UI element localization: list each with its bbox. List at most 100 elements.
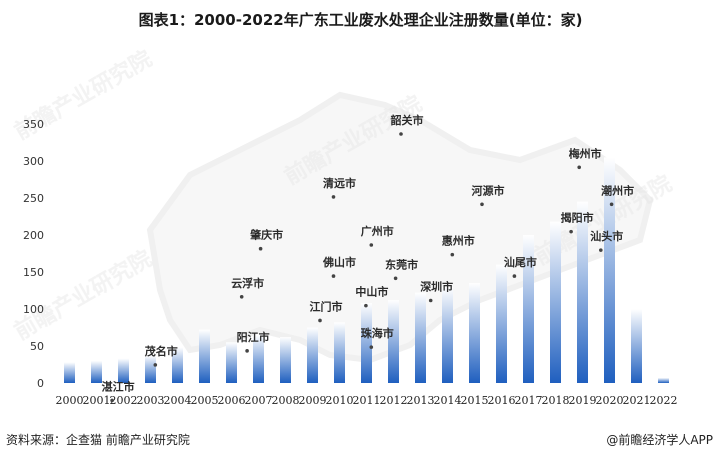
x-tick-label: 2016 (488, 394, 516, 407)
city-label: 湛江市 (102, 379, 135, 393)
city-dot (450, 252, 455, 257)
city-label: 佛山市 (322, 255, 356, 269)
x-tick-label: 2002 (110, 394, 138, 407)
city-label: 韶关市 (391, 113, 424, 127)
bar-2003 (145, 355, 156, 383)
city-label: 清远市 (323, 176, 356, 190)
bar-2011 (361, 303, 372, 383)
bar-2019 (577, 201, 588, 383)
city-dot (239, 295, 244, 299)
city-label: 汕头市 (590, 229, 623, 243)
city-dot (512, 274, 517, 278)
bar-2004 (172, 347, 183, 383)
city-dot (577, 165, 581, 170)
x-tick-label: 2003 (137, 394, 165, 407)
y-tick-label: 50 (30, 340, 44, 353)
city-dot (609, 202, 614, 207)
bar-2021 (631, 309, 642, 383)
y-tick-label: 0 (37, 377, 44, 390)
x-tick-label: 2009 (299, 394, 327, 407)
bar-2005 (199, 329, 210, 383)
y-tick-label: 300 (23, 155, 44, 168)
bar-2017 (523, 235, 534, 383)
city-dot (318, 318, 322, 323)
city-label: 珠海市 (361, 326, 394, 340)
bar-2001 (91, 360, 102, 383)
x-tick-label: 2006 (218, 394, 246, 407)
city-label: 潮州市 (601, 183, 634, 197)
city-label: 肇庆市 (249, 228, 283, 242)
bar-2010 (334, 322, 345, 383)
x-tick-label: 2005 (191, 394, 219, 407)
city-dot (331, 195, 336, 199)
city-label: 深圳市 (420, 280, 453, 294)
y-tick-label: 100 (23, 303, 44, 316)
city-dot (480, 202, 484, 207)
city-label: 惠州市 (442, 234, 475, 248)
x-tick-label: 2010 (326, 394, 354, 407)
x-tick-label: 2011 (353, 394, 381, 407)
city-label: 广州市 (361, 224, 394, 238)
city-label: 阳江市 (237, 330, 270, 344)
y-tick-label: 200 (23, 229, 44, 242)
bar-2015 (469, 283, 480, 383)
svg-text:前瞻产业研究院: 前瞻产业研究院 (10, 246, 156, 346)
y-tick-label: 250 (23, 192, 44, 205)
city-dot (245, 349, 249, 353)
x-tick-label: 2007 (245, 394, 273, 407)
city-dot (399, 132, 403, 136)
city-dot (331, 274, 336, 278)
x-tick-label: 2018 (542, 394, 570, 407)
x-tick-label: 2004 (164, 394, 192, 407)
city-dot (153, 363, 158, 367)
y-axis: 0 50 100 150 200 250 300 350 (23, 118, 44, 390)
city-dot (110, 398, 114, 403)
x-tick-label: 2022 (650, 394, 678, 407)
x-tick-label: 2014 (434, 394, 462, 407)
city-label: 云浮市 (231, 276, 264, 290)
bar-2006 (226, 342, 237, 383)
x-tick-label: 2019 (569, 394, 597, 407)
chart-title: 图表1：2000-2022年广东工业废水处理企业注册数量(单位：家) (138, 11, 583, 29)
bar-2009 (307, 327, 318, 383)
x-tick-label: 2013 (407, 394, 435, 407)
bar-2014 (442, 286, 453, 383)
city-label: 河源市 (472, 183, 505, 197)
bar-2007 (253, 334, 264, 383)
x-tick-label: 2001 (83, 394, 111, 407)
city-label: 江门市 (310, 299, 343, 313)
x-tick-label: 2000 (56, 394, 84, 407)
x-tick-label: 2021 (623, 394, 651, 407)
city-dot (369, 345, 374, 349)
y-tick-label: 350 (23, 118, 44, 131)
city-dot (258, 246, 263, 251)
city-label: 揭阳市 (561, 211, 594, 225)
bar-2012 (388, 300, 399, 383)
city-label: 汕尾市 (504, 255, 537, 269)
city-dot (428, 298, 433, 303)
city-dot (569, 229, 573, 234)
bar-2000 (64, 362, 75, 383)
bar-2002 (118, 358, 129, 383)
city-dot (369, 243, 374, 247)
bar-2020 (604, 157, 615, 383)
city-label: 梅州市 (569, 146, 602, 160)
y-tick-label: 150 (23, 266, 44, 279)
brand-credit: @前瞻经济学人APP (606, 433, 713, 447)
city-label: 茂名市 (145, 344, 178, 358)
city-label: 中山市 (355, 285, 388, 299)
city-label: 东莞市 (385, 257, 418, 271)
x-tick-label: 2008 (272, 394, 300, 407)
x-tick-label: 2020 (596, 394, 624, 407)
source-note: 资料来源：企查猫 前瞻产业研究院 (6, 433, 190, 447)
city-dot (364, 303, 368, 308)
x-axis: 2000 2001 2002 2003 2004 2005 2006 2007 2008 2009… (56, 394, 678, 407)
bar-2022 (658, 377, 669, 383)
city-dot (393, 276, 398, 281)
bar-2008 (280, 337, 291, 383)
bar-2018 (550, 221, 561, 383)
city-dot (599, 248, 603, 252)
x-tick-label: 2015 (461, 394, 489, 407)
